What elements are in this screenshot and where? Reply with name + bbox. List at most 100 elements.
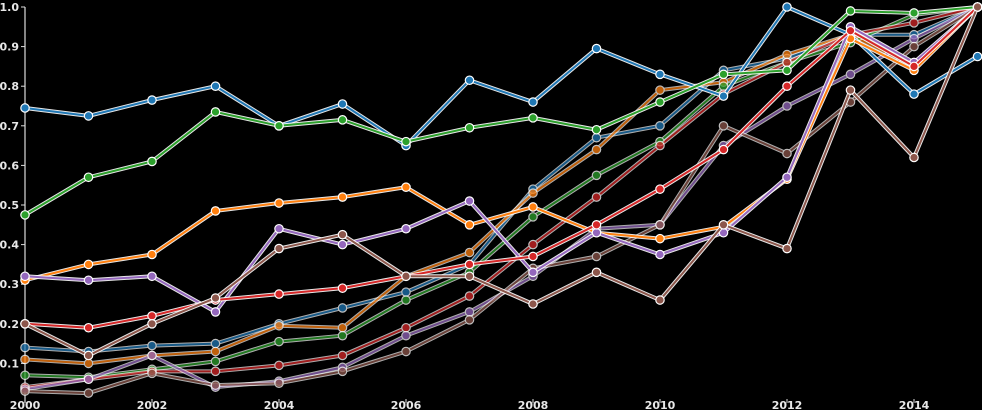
data-point[interactable] [591,251,602,262]
data-point[interactable] [845,6,856,16]
data-point[interactable] [20,386,30,396]
data-point[interactable] [464,75,475,86]
data-point[interactable] [528,251,538,262]
data-point[interactable] [20,370,30,381]
data-point[interactable] [401,322,411,333]
data-point[interactable] [464,307,475,317]
data-point[interactable] [528,113,538,123]
data-point[interactable] [909,152,919,163]
data-point[interactable] [337,192,348,202]
data-point[interactable] [909,8,919,18]
data-point[interactable] [718,69,729,80]
data-point[interactable] [718,220,729,230]
data-point[interactable] [210,293,221,303]
data-point[interactable] [464,220,475,230]
data-point[interactable] [528,212,538,222]
data-point[interactable] [464,196,475,206]
data-point[interactable] [782,243,792,254]
data-point[interactable] [528,202,538,212]
data-point[interactable] [464,271,475,282]
data-point[interactable] [782,172,792,183]
data-point[interactable] [274,336,284,347]
data-point[interactable] [464,247,475,258]
data-point[interactable] [337,366,348,377]
data-point[interactable] [274,223,284,234]
data-point[interactable] [845,25,856,36]
data-point[interactable] [655,140,665,151]
data-point[interactable] [528,97,538,107]
data-point[interactable] [83,388,94,398]
data-point[interactable] [83,358,94,369]
data-point[interactable] [83,259,94,270]
data-point[interactable] [147,249,157,260]
data-point[interactable] [655,233,665,244]
data-point[interactable] [147,350,157,361]
data-point[interactable] [147,311,157,321]
data-point[interactable] [274,121,284,131]
data-point[interactable] [274,320,284,331]
data-point[interactable] [909,41,919,52]
data-point[interactable] [20,342,30,353]
data-point[interactable] [401,271,411,282]
data-point[interactable] [337,283,348,293]
data-point[interactable] [147,318,157,329]
data-point[interactable] [20,210,30,220]
data-point[interactable] [274,198,284,208]
data-point[interactable] [591,192,602,202]
data-point[interactable] [401,223,411,234]
data-point[interactable] [591,267,602,278]
data-point[interactable] [718,121,729,131]
data-point[interactable] [83,111,94,121]
data-point[interactable] [337,322,348,333]
data-point[interactable] [782,2,792,12]
data-point[interactable] [147,340,157,351]
data-point[interactable] [210,81,221,91]
data-point[interactable] [83,275,94,286]
data-point[interactable] [464,259,475,270]
data-point[interactable] [528,188,538,198]
data-point[interactable] [337,229,348,240]
data-point[interactable] [83,172,94,183]
data-point[interactable] [655,295,665,305]
data-point[interactable] [464,315,475,325]
data-point[interactable] [909,18,919,28]
data-point[interactable] [782,81,792,91]
data-point[interactable] [909,61,919,72]
data-point[interactable] [20,271,30,282]
data-point[interactable] [591,220,602,230]
data-point[interactable] [401,346,411,357]
data-point[interactable] [210,366,221,377]
data-point[interactable] [210,107,221,117]
data-point[interactable] [210,380,221,390]
data-point[interactable] [147,95,157,105]
data-point[interactable] [782,49,792,60]
data-point[interactable] [528,267,538,278]
data-point[interactable] [337,303,348,313]
data-point[interactable] [83,374,94,385]
data-point[interactable] [655,184,665,194]
data-point[interactable] [591,227,602,238]
data-point[interactable] [210,346,221,357]
data-point[interactable] [845,69,856,80]
data-point[interactable] [655,69,665,80]
data-point[interactable] [972,2,982,12]
data-point[interactable] [718,144,729,155]
data-point[interactable] [845,85,856,95]
data-point[interactable] [464,122,475,133]
data-point[interactable] [83,350,94,361]
data-point[interactable] [337,239,348,250]
data-point[interactable] [274,289,284,299]
data-point[interactable] [401,182,411,192]
data-point[interactable] [782,101,792,111]
data-point[interactable] [528,299,538,309]
data-point[interactable] [20,354,30,365]
data-point[interactable] [464,291,475,301]
data-point[interactable] [274,360,284,371]
data-point[interactable] [147,271,157,282]
data-point[interactable] [909,89,919,99]
data-point[interactable] [337,115,348,125]
data-point[interactable] [655,97,665,107]
data-point[interactable] [20,318,30,329]
data-point[interactable] [655,249,665,260]
data-point[interactable] [591,144,602,155]
